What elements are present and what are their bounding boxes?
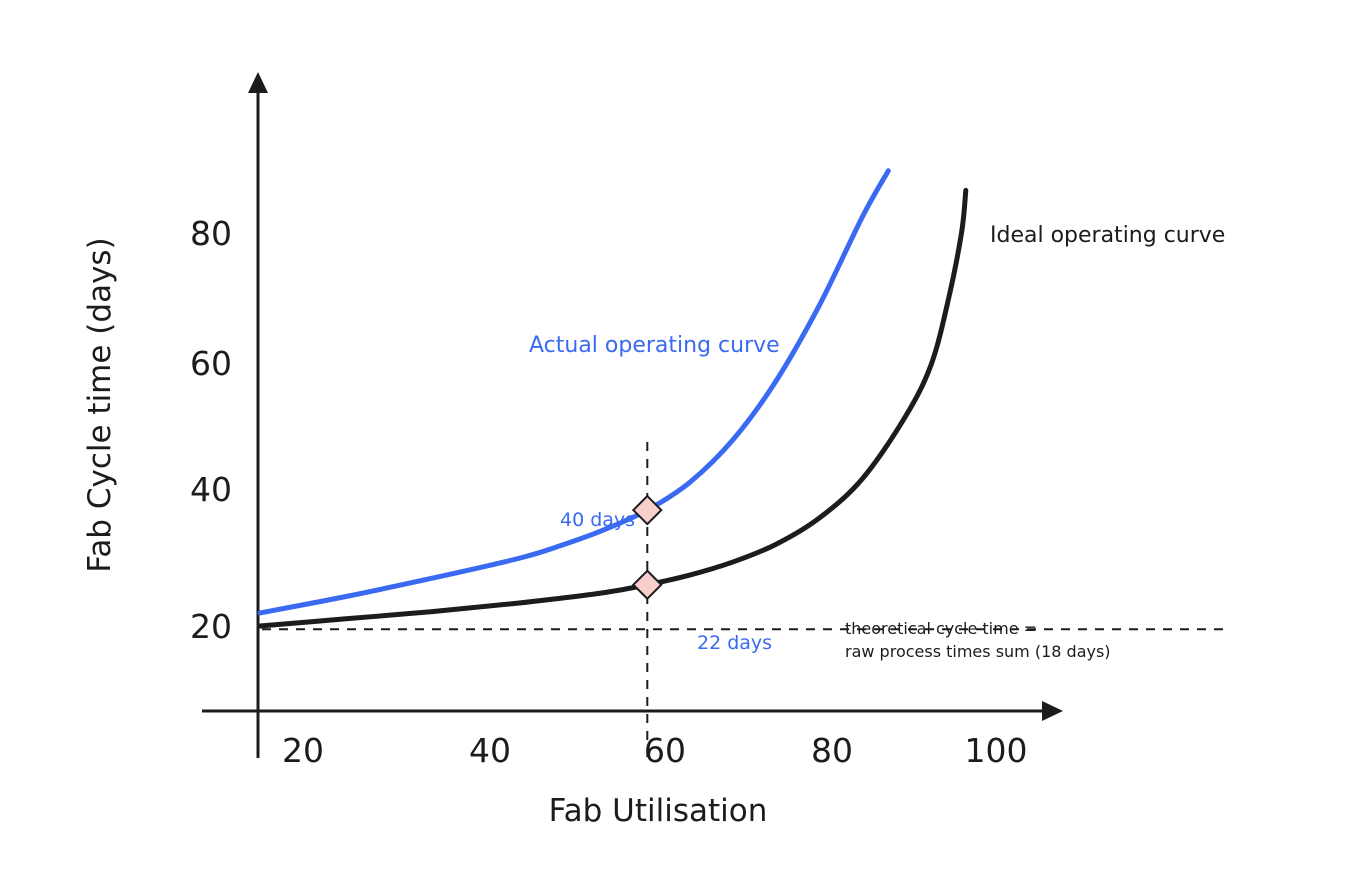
theoretical-cycle-time-label-line2: raw process times sum (18 days) xyxy=(845,642,1111,661)
axes xyxy=(202,72,1063,758)
y-tick-label: 80 xyxy=(190,214,232,253)
marker-actual-label: 40 days xyxy=(560,509,635,531)
y-tick-label: 40 xyxy=(190,470,232,509)
x-axis-title: Fab Utilisation xyxy=(549,793,768,829)
y-axis-arrow xyxy=(248,72,268,93)
x-tick-label: 100 xyxy=(965,731,1028,770)
marker-ideal-60 xyxy=(631,569,663,601)
y-tick-label: 60 xyxy=(190,344,232,383)
y-tick-label: 20 xyxy=(190,607,232,646)
x-axis-arrow xyxy=(1042,701,1063,721)
x-tick-label: 40 xyxy=(469,731,511,770)
x-tick-labels: 20 40 60 80 100 xyxy=(282,731,1028,770)
actual-operating-curve xyxy=(257,168,891,616)
x-tick-label: 60 xyxy=(644,731,686,770)
x-tick-label: 80 xyxy=(811,731,853,770)
marker-actual-60 xyxy=(631,494,663,526)
y-tick-labels: 20 40 60 80 xyxy=(190,214,232,646)
ideal-operating-curve xyxy=(257,187,969,629)
ideal-operating-curve-label: Ideal operating curve xyxy=(990,223,1225,248)
x-tick-label: 20 xyxy=(282,731,324,770)
actual-operating-curve-label: Actual operating curve xyxy=(529,333,780,358)
y-axis-title: Fab Cycle time (days) xyxy=(82,237,118,572)
marker-ideal-label: 22 days xyxy=(697,632,772,654)
theoretical-cycle-time-label-line1: theoretical cycle time = xyxy=(845,619,1037,638)
